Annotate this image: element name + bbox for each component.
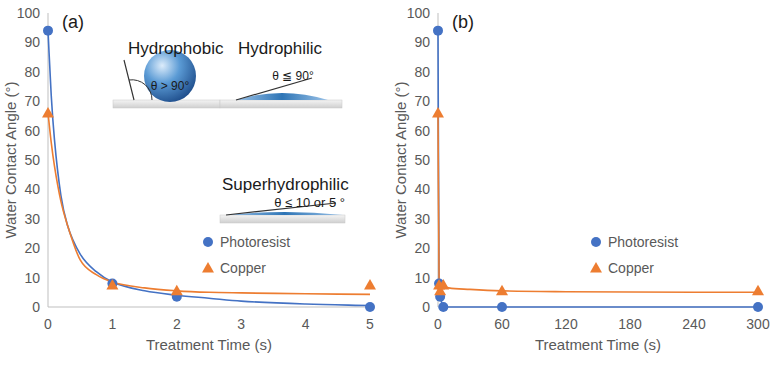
data-point [438,302,448,312]
y-axis-line [48,13,49,307]
y-tick-label: 50 [414,152,430,168]
fit-line [438,113,758,292]
legend: Photoresist Copper [590,234,678,276]
legend: Photoresist Copper [202,234,290,276]
data-point [497,302,507,312]
y-tick-label: 40 [414,181,430,197]
legend-label: Copper [220,260,266,276]
plot-area [432,26,764,312]
y-tick-label: 70 [414,93,430,109]
x-axis-title: Treatment Time (s) [535,336,661,353]
inset-label: θ ≦ 90° [272,69,314,83]
axes: 0 10 20 30 40 50 60 70 80 90 100 0 1 2 3 4 5 Treatment Ti… [2,5,374,353]
data-point [364,279,376,290]
inset [113,50,345,223]
y-tick-label: 80 [414,64,430,80]
y-tick-label: 40 [24,181,40,197]
x-tick-label: 240 [682,316,706,332]
y-tick-label: 20 [24,240,40,256]
x-axis-title: Treatment Time (s) [146,336,272,353]
y-tick-label: 30 [24,211,40,227]
y-tick-label: 60 [414,123,430,139]
y-axis-title: Water Contact Angle (°) [392,81,409,238]
data-point [171,285,183,296]
panel-label: (a) [62,12,84,32]
data-point [107,278,117,288]
y-tick-label: 20 [414,240,430,256]
data-point [753,302,763,312]
legend-label: Photoresist [608,234,678,250]
fit-line [48,113,370,294]
x-tick-label: 0 [44,316,52,332]
data-point [496,285,508,296]
data-point [433,26,443,36]
fit-line [438,31,758,307]
y-tick-label: 10 [414,270,430,286]
y-tick-label: 50 [24,152,40,168]
substrate [220,215,345,223]
y-tick-label: 60 [24,123,40,139]
data-point [432,107,444,118]
fit-line [48,31,370,306]
inset-label: Hydrophobic [128,39,224,58]
angle-arc [129,80,152,100]
y-tick-label: 100 [407,5,431,21]
y-tick-label: 80 [24,64,40,80]
plot-area [42,26,376,312]
inset-label: Hydrophilic [238,39,323,58]
data-point [752,285,764,296]
data-point [106,279,118,290]
x-tick-label: 4 [302,316,310,332]
y-tick-label: 0 [422,299,430,315]
x-tick-label: 120 [554,316,578,332]
y-tick-label: 90 [414,34,430,50]
panel-label: (b) [452,12,474,32]
legend-label: Copper [608,260,654,276]
y-tick-label: 70 [24,93,40,109]
y-tick-label: 10 [24,270,40,286]
legend-marker [202,262,214,273]
x-tick-label: 180 [618,316,642,332]
x-tick-label: 5 [366,316,374,332]
legend-marker [203,237,213,247]
y-tick-label: 100 [17,5,41,21]
x-tick-label: 3 [237,316,245,332]
inset-label: θ ≤ 10 or 5 ° [274,195,345,210]
data-point [365,302,375,312]
substrate [220,100,342,108]
legend-marker [591,237,601,247]
figure: 0102030405060708090100012345Treatment Ti… [0,0,780,366]
legend-marker [590,262,602,273]
inset-label: Superhydrophilic [222,175,349,194]
y-tick-label: 0 [32,299,40,315]
x-tick-label: 300 [746,316,770,332]
data-point [43,26,53,36]
axes: 0 10 20 30 40 50 60 70 80 90 100 0 60 120 180 240 300 Tre… [392,5,770,353]
y-axis-title: Water Contact Angle (°) [2,81,19,238]
x-tick-label: 60 [494,316,510,332]
x-tick-label: 1 [109,316,117,332]
x-tick-label: 2 [173,316,181,332]
y-tick-label: 90 [24,34,40,50]
y-tick-label: 30 [414,211,430,227]
data-point [437,279,449,290]
inset-label: θ > 90° [151,79,190,93]
data-point [42,107,54,118]
x-tick-label: 0 [434,316,442,332]
x-axis-line [48,307,370,308]
legend-label: Photoresist [220,234,290,250]
